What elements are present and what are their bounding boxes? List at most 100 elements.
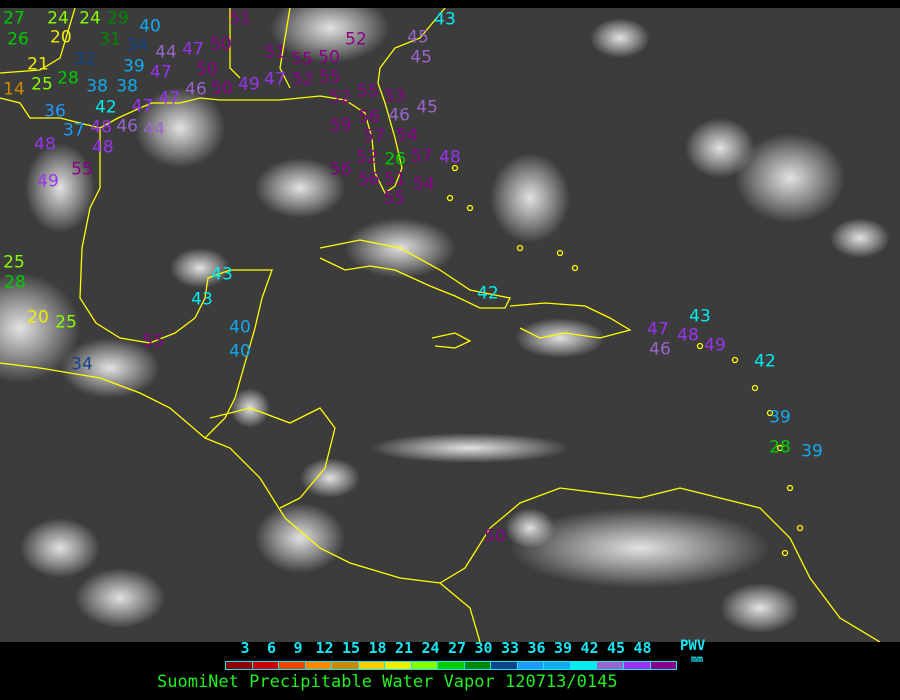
station-pwv-value: 28 [769, 437, 791, 458]
station-pwv-value: 48 [34, 134, 56, 155]
island-outline [516, 244, 524, 252]
station-pwv-value: 34 [71, 354, 93, 375]
legend-swatch [544, 662, 571, 669]
station-pwv-value: 39 [801, 441, 823, 462]
legend-color-bar [225, 661, 677, 670]
legend-tick: 9 [293, 639, 303, 657]
legend-tick: 27 [447, 639, 467, 657]
station-pwv-value: 47 [150, 62, 172, 83]
legend-swatch [305, 662, 333, 669]
station-pwv-value: 43 [191, 289, 213, 310]
station-pwv-value: 42 [754, 351, 776, 372]
coastline [99, 8, 446, 194]
legend-tick: 18 [368, 639, 387, 657]
cloud [75, 568, 165, 628]
station-pwv-value: 46 [116, 116, 139, 137]
station-pwv-value: 20 [50, 27, 72, 48]
station-pwv-value: 38 [86, 76, 108, 97]
legend-swatch [650, 662, 677, 669]
station-pwv-value: 49 [37, 171, 59, 192]
station-pwv-value: 46 [388, 105, 411, 126]
station-pwv-value: 55 [383, 188, 406, 209]
island-outline [781, 549, 789, 557]
station-pwv-value: 52 [329, 87, 351, 108]
legend-swatch [332, 662, 359, 669]
station-pwv-value: 21 [27, 54, 49, 75]
station-pwv-value: 57 [363, 126, 386, 147]
station-pwv-value: 34 [126, 35, 149, 56]
island-outline [796, 524, 804, 532]
legend-swatch [411, 662, 439, 669]
station-pwv-value: 38 [116, 76, 138, 97]
legend-swatch [623, 662, 651, 669]
station-pwv-value: 49 [238, 74, 260, 95]
legend-swatch [438, 662, 465, 669]
legend-swatch [597, 662, 624, 669]
coastline [439, 582, 481, 642]
station-pwv-value: 32 [74, 49, 96, 70]
station-pwv-value: 48 [439, 147, 461, 168]
station-pwv-value: 40 [139, 16, 161, 37]
station-pwv-value: 26 [7, 29, 29, 50]
station-pwv-value: 51 [384, 169, 406, 190]
cloud [255, 158, 345, 218]
station-pwv-value: 28 [57, 68, 79, 89]
coastline [0, 8, 76, 74]
cloud [20, 518, 100, 578]
station-pwv-value: 39 [123, 56, 145, 77]
cloud [510, 508, 770, 588]
station-pwv-value: 55 [291, 49, 313, 70]
coastline [509, 302, 632, 339]
station-pwv-value: 48 [92, 137, 114, 158]
island-outline [571, 264, 579, 272]
station-pwv-value: 24 [47, 8, 69, 28]
legend-swatch [358, 662, 386, 669]
station-pwv-value: 56 [330, 159, 352, 180]
legend-unit-label: PWV [680, 638, 706, 654]
station-pwv-value: 53 [384, 86, 406, 107]
legend-swatch [570, 662, 598, 669]
legend-swatch [226, 662, 253, 669]
station-pwv-value: 45 [410, 47, 432, 68]
legend-tick: 24 [421, 639, 440, 657]
station-pwv-value: 48 [90, 117, 112, 138]
cloud [270, 8, 390, 63]
station-pwv-value: 20 [27, 307, 49, 328]
station-pwv-value: 45 [416, 97, 438, 118]
station-pwv-value: 54 [396, 125, 418, 146]
station-pwv-value: 26 [384, 149, 406, 170]
station-pwv-value: 56 [358, 169, 380, 190]
station-pwv-value: 50 [210, 34, 232, 55]
cloud [135, 88, 225, 168]
legend-tick: 42 [580, 639, 599, 657]
station-pwv-value: 40 [229, 341, 251, 362]
legend-tick: 39 [553, 639, 573, 657]
legend-tick: 33 [500, 639, 520, 657]
legend-tick: 6 [266, 639, 277, 657]
station-pwv-value: 56 [358, 107, 380, 128]
station-pwv-value: 55 [357, 81, 379, 102]
station-pwv-value: 25 [3, 252, 25, 273]
legend-tick: 15 [341, 639, 361, 657]
station-pwv-value: 14 [3, 79, 25, 100]
cloud [25, 143, 95, 233]
coastline [431, 332, 472, 349]
legend-swatch [517, 662, 545, 669]
station-pwv-value: 47 [647, 319, 669, 340]
coastline [204, 437, 881, 642]
legend-tick: 30 [474, 639, 493, 657]
coastline [0, 187, 273, 439]
coastline [0, 97, 101, 129]
cloud [590, 18, 650, 58]
station-pwv-value: 52 [356, 147, 378, 168]
coastlines [0, 8, 881, 642]
cloud [170, 248, 230, 288]
legend-tick: 45 [606, 639, 626, 657]
station-pwv-value: 43 [434, 9, 456, 30]
station-pwv-value: 55 [142, 331, 164, 352]
station-pwv-value: 43 [211, 264, 233, 285]
station-pwv-value: 50 [318, 47, 340, 68]
station-pwv-value: 59 [329, 115, 352, 136]
station-pwv-value: 46 [185, 79, 207, 100]
legend-tick: 48 [633, 639, 652, 657]
